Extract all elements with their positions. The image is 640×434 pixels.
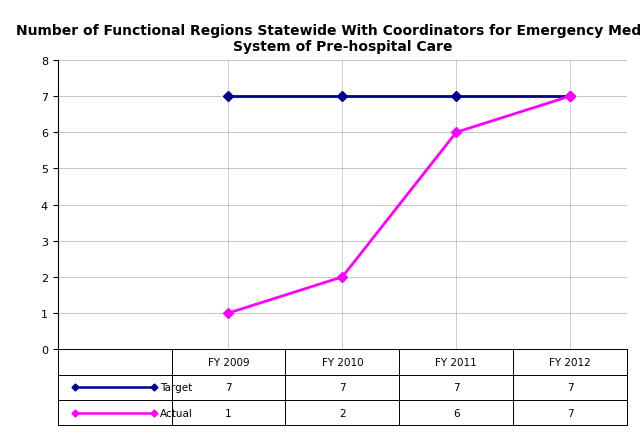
Text: FY 2011: FY 2011 [435,357,477,367]
Text: 2: 2 [339,408,346,418]
Text: FY 2009: FY 2009 [207,357,250,367]
Text: 7: 7 [453,382,460,392]
Text: FY 2010: FY 2010 [321,357,364,367]
Text: 1: 1 [225,408,232,418]
Text: 7: 7 [567,382,573,392]
Text: 7: 7 [225,382,232,392]
Text: FY 2012: FY 2012 [549,357,591,367]
Text: 7: 7 [567,408,573,418]
Text: 6: 6 [453,408,460,418]
Text: Target: Target [160,382,193,392]
Text: 7: 7 [339,382,346,392]
Text: Number of Functional Regions Statewide With Coordinators for Emergency Medical
S: Number of Functional Regions Statewide W… [16,24,640,54]
Text: Actual: Actual [160,408,193,418]
